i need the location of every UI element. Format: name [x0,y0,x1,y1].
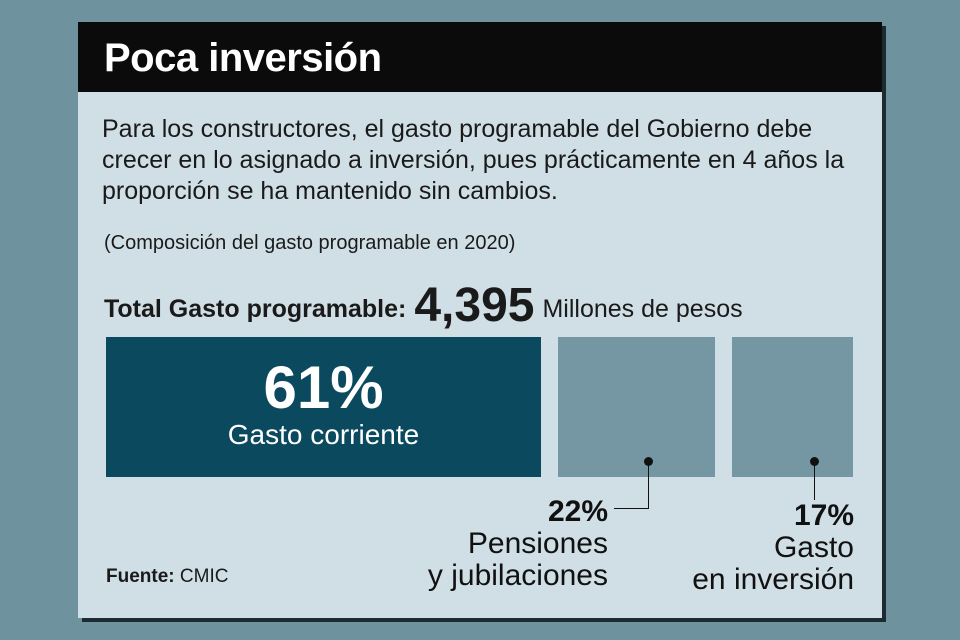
total-label: Total Gasto programable: [104,295,407,323]
source-label: Fuente: [106,566,175,587]
leader-dot [810,457,819,466]
leader-line [814,462,815,500]
leader-line [648,462,649,508]
description: Para los constructores, el gasto program… [102,115,845,205]
label-pensiones: 22% Pensiones y jubilaciones [428,496,608,592]
source-value: CMIC [179,566,229,587]
source: Fuente: CMIC [106,566,228,588]
bar-gasto-corriente: 61% Gasto corriente [106,337,541,477]
bar-inversion [732,337,853,477]
bar-pensiones [558,337,715,477]
subtitle: (Composición del gasto programable en 20… [104,232,516,254]
bar-value-label: 17% [793,499,854,532]
bar-category-label: en inversión [692,563,854,596]
bar-value-label: 22% [547,495,608,528]
infographic-panel: Poca inversión Para los constructores, e… [78,22,882,618]
bar-value-label: 61% [263,354,384,421]
bar-category-label: Pensiones [467,527,608,560]
bar-category-label: Gasto corriente [227,419,420,450]
total-line: Total Gasto programable: 4,395 Millones de… [104,278,743,333]
label-inversion: 17% Gasto en inversión [692,500,854,596]
bar-category-label: Gasto [773,531,854,564]
title: Poca inversión [104,36,382,80]
title-bar: Poca inversión [78,22,882,92]
leader-dot [644,457,653,466]
bar-category-label: y jubilaciones [427,559,608,592]
total-value: 4,395 [414,279,535,332]
leader-line [614,508,649,509]
total-unit: Millones de pesos [542,295,743,323]
